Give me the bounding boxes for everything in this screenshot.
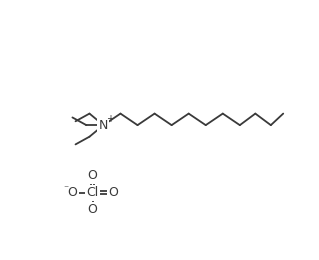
Text: O: O [108, 186, 118, 199]
Text: Cl: Cl [86, 186, 99, 199]
Text: O: O [88, 203, 98, 216]
Text: O: O [68, 186, 78, 199]
Text: N: N [99, 119, 108, 132]
Text: ⁻: ⁻ [64, 184, 69, 194]
Text: O: O [88, 170, 98, 183]
Text: +: + [106, 114, 114, 124]
